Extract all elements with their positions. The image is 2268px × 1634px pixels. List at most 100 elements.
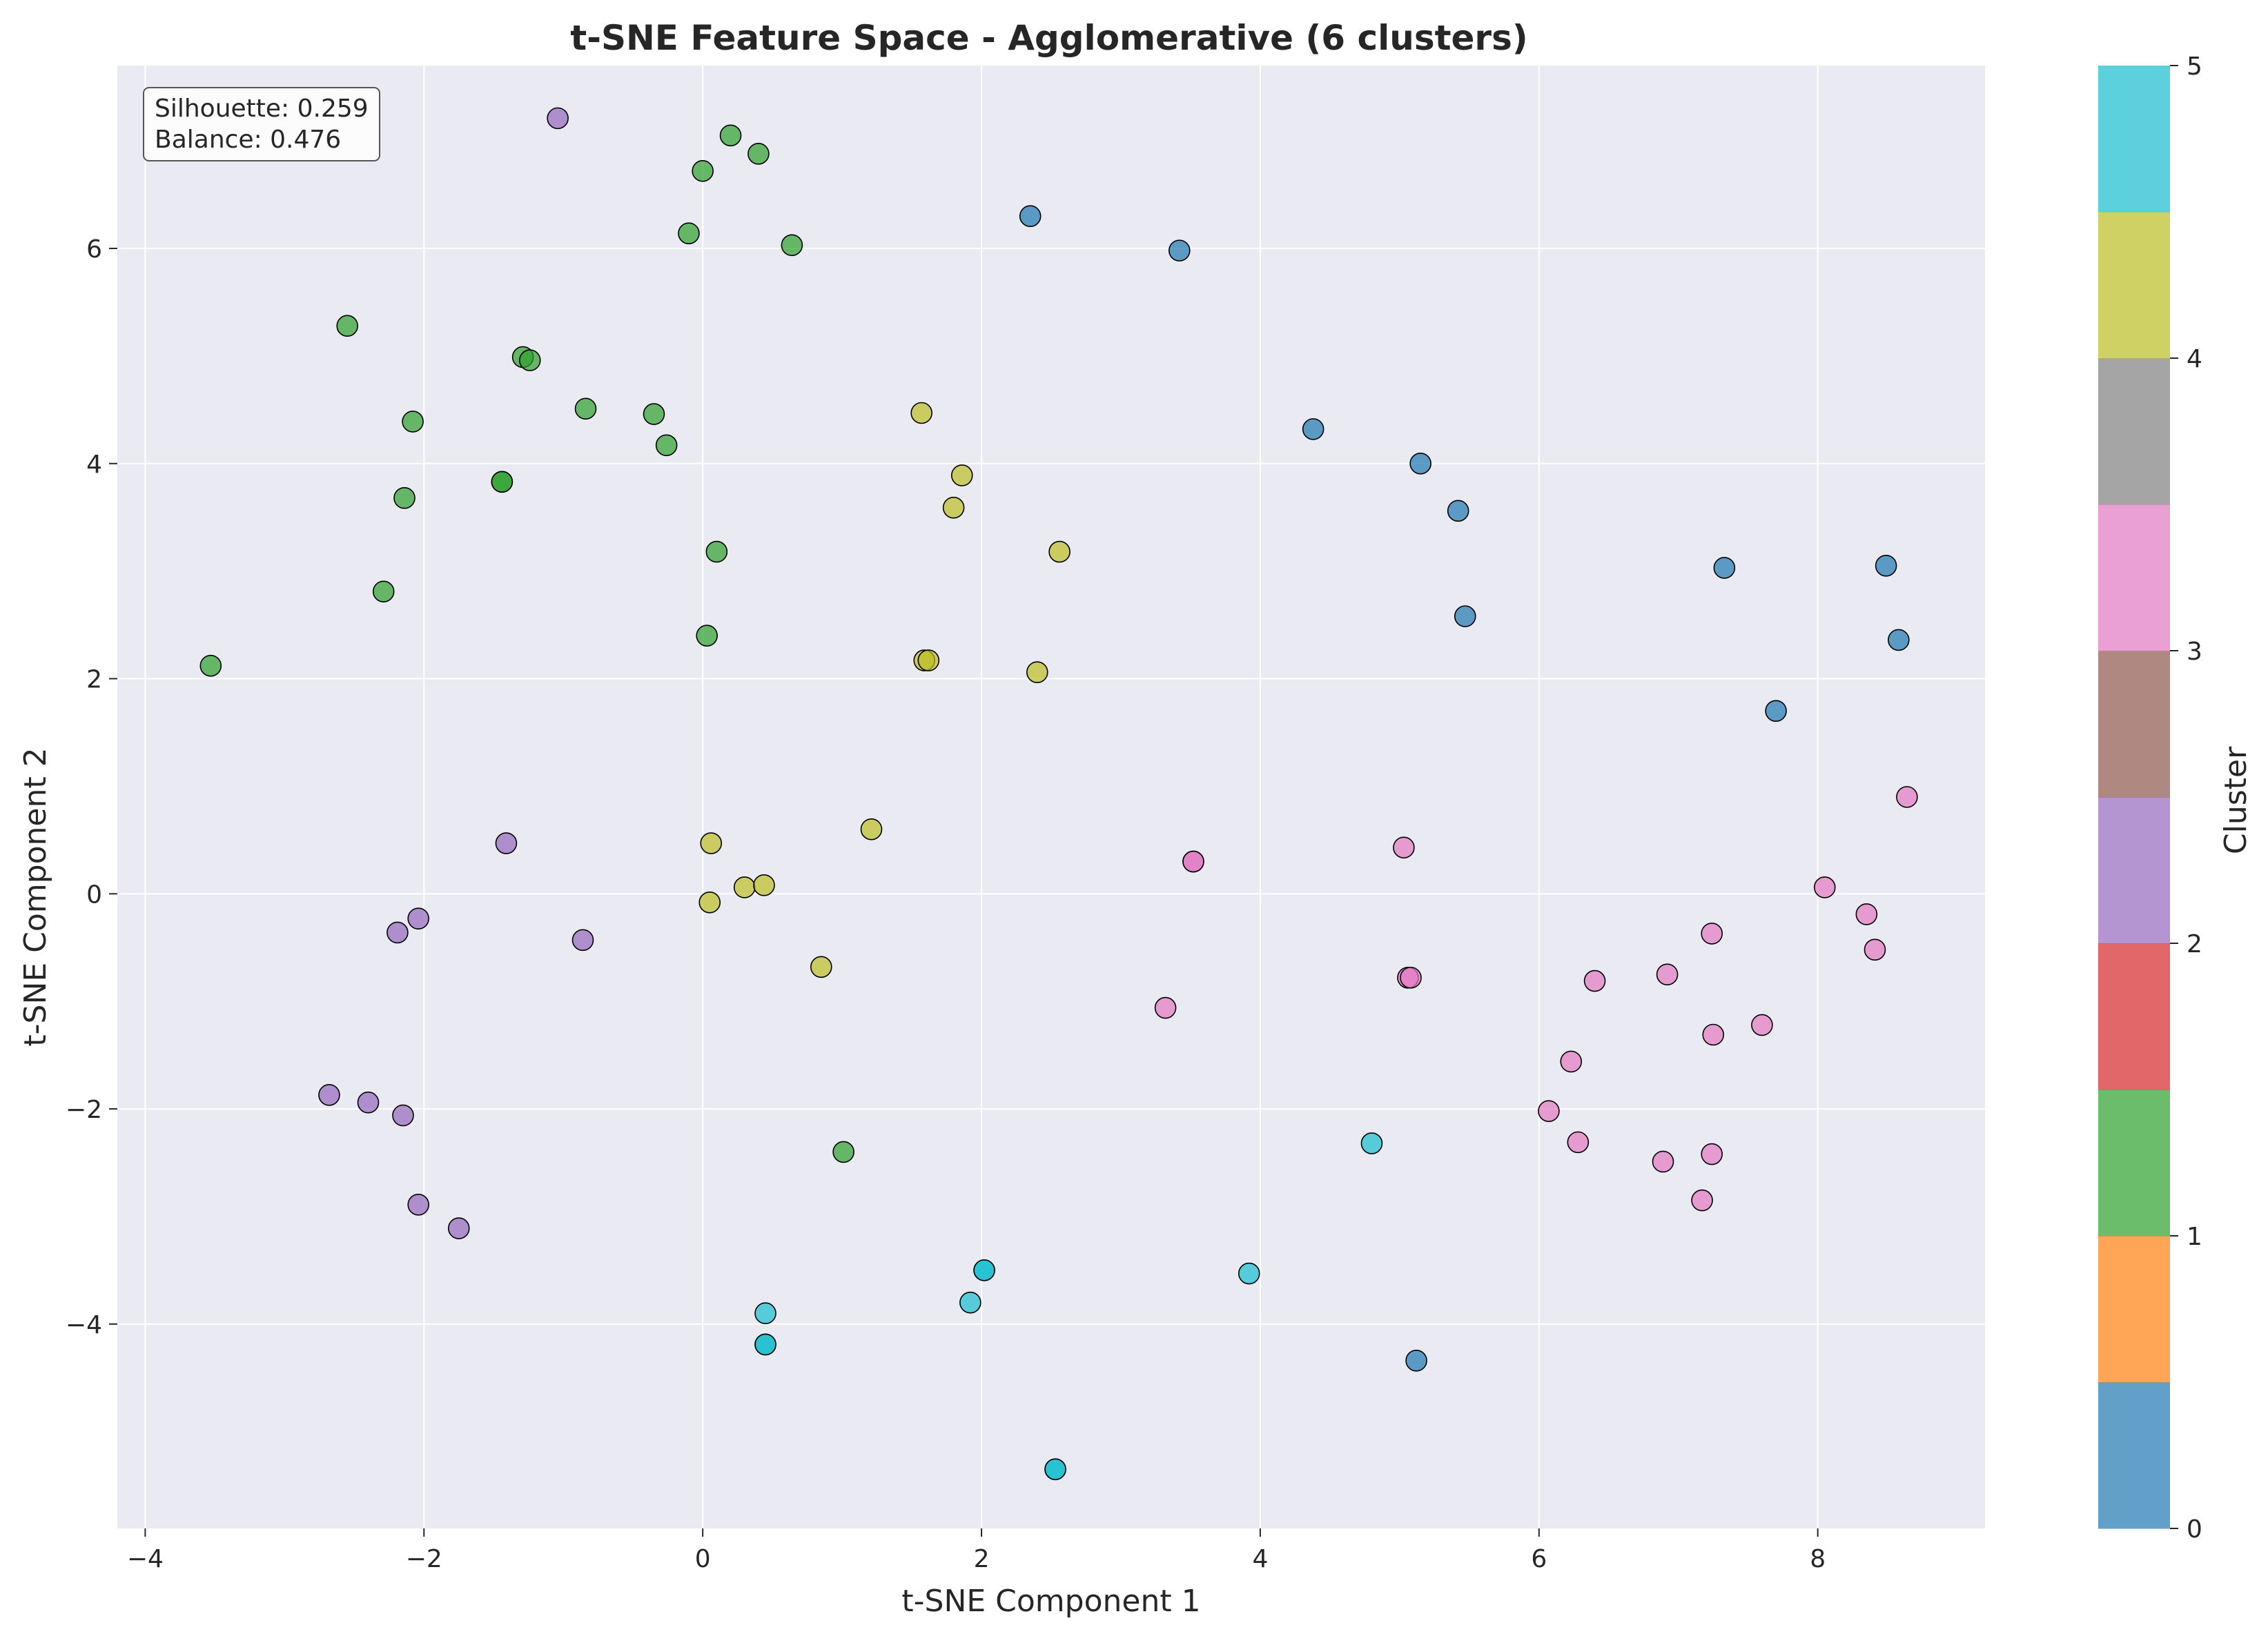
cluster-5-point	[973, 1259, 995, 1281]
x-tick-label: 4	[1252, 1545, 1268, 1573]
y-axis-ticks: −4 −2 0 2 4 6	[66, 235, 117, 1339]
cluster-4-point	[950, 464, 973, 486]
cluster-3-point	[1583, 969, 1606, 992]
y-tick-label: 0	[86, 880, 102, 909]
cluster-4-point	[753, 874, 775, 896]
cluster-2-point	[571, 929, 594, 952]
colorbar-segment	[2098, 1236, 2170, 1383]
cluster-5-point	[1238, 1262, 1260, 1285]
colorbar-tick-label: 4	[2187, 345, 2202, 373]
cluster-3-point	[1864, 938, 1886, 961]
y-tick-label: −2	[66, 1096, 102, 1124]
cluster-2-point	[495, 832, 518, 854]
colorbar-tick-label: 1	[2187, 1223, 2202, 1251]
cluster-4-point	[810, 956, 832, 978]
cluster-2-point	[392, 1104, 414, 1127]
cluster-2-point	[407, 1193, 429, 1216]
cluster-1-point	[655, 434, 678, 457]
cluster-4-point	[1026, 661, 1048, 683]
cluster-3-point	[1813, 876, 1836, 898]
cluster-4-point	[1048, 540, 1071, 563]
cluster-3-point	[1896, 786, 1918, 808]
cluster-1-point	[402, 411, 424, 433]
cluster-1-point	[696, 624, 718, 647]
chart-title: t-SNE Feature Space - Agglomerative (6 c…	[570, 18, 1527, 58]
cluster-1-point	[518, 349, 541, 371]
x-tick-label: 6	[1531, 1545, 1547, 1573]
cluster-5-point	[959, 1291, 981, 1314]
cluster-1-point	[719, 124, 742, 147]
cluster-3-point	[1652, 1150, 1674, 1173]
cluster-0-point	[1405, 1350, 1427, 1372]
cluster-1-point	[692, 159, 714, 182]
cluster-1-point	[574, 397, 597, 420]
cluster-3-point	[1702, 1023, 1725, 1046]
y-axis-label: t-SNE Component 2	[18, 747, 53, 1046]
y-tick-label: 4	[86, 451, 102, 479]
cluster-0-point	[1168, 239, 1191, 262]
cluster-3-point	[1656, 963, 1679, 986]
cluster-3-point	[1560, 1050, 1583, 1073]
cluster-3-point	[1567, 1131, 1590, 1154]
cluster-5-point	[754, 1333, 776, 1356]
cluster-2-point	[547, 107, 569, 130]
silhouette-text: Silhouette: 0.259	[155, 95, 369, 123]
colorbar-tick-label: 3	[2187, 638, 2202, 666]
x-tick-label: 0	[695, 1545, 711, 1573]
cluster-3-point	[1751, 1014, 1773, 1036]
cluster-3-point	[1691, 1189, 1713, 1212]
colorbar-segment	[2098, 1382, 2170, 1529]
cluster-1-point	[372, 580, 395, 603]
cluster-3-point	[1400, 967, 1422, 989]
colorbar-ticks: 0 1 2 3 4 5	[2170, 52, 2202, 1544]
plot-background	[117, 66, 1985, 1528]
cluster-1-point	[705, 540, 728, 563]
cluster-0-point	[1713, 557, 1736, 579]
cluster-4-point	[700, 832, 723, 854]
cluster-1-point	[393, 486, 416, 509]
cluster-3-point	[1154, 996, 1177, 1019]
colorbar-segment	[2098, 212, 2170, 359]
cluster-4-point	[733, 876, 756, 898]
cluster-0-point	[1875, 555, 1897, 577]
cluster-1-point	[832, 1141, 854, 1163]
cluster-0-point	[1019, 205, 1042, 228]
cluster-1-point	[336, 315, 359, 337]
balance-text: Balance: 0.476	[155, 126, 341, 154]
cluster-3-point	[1538, 1100, 1560, 1122]
grid-lines	[117, 66, 1985, 1528]
cluster-0-point	[1454, 605, 1476, 627]
colorbar-tick-label: 2	[2187, 930, 2202, 958]
colorbar-segment	[2098, 504, 2170, 651]
colorbar-segment	[2098, 797, 2170, 944]
cluster-3-point	[1393, 836, 1415, 859]
cluster-4-point	[910, 402, 932, 424]
cluster-1-point	[747, 143, 770, 165]
y-tick-label: 6	[86, 235, 102, 264]
cluster-2-point	[447, 1217, 470, 1239]
cluster-3-point	[1855, 903, 1878, 925]
plot-area	[117, 66, 1985, 1528]
cluster-1-point	[199, 655, 222, 677]
scatter-points	[199, 107, 1918, 1481]
cluster-0-point	[1887, 629, 1910, 651]
cluster-2-point	[407, 907, 429, 929]
colorbar-tick-label: 0	[2187, 1515, 2202, 1544]
y-tick-label: −4	[66, 1311, 102, 1339]
x-axis-ticks: −4 −2 0 2 4 6 8	[127, 1528, 1826, 1573]
x-tick-label: 2	[974, 1545, 990, 1573]
stats-annotation: Silhouette: 0.259 Balance: 0.476	[143, 87, 380, 161]
x-axis-label: t-SNE Component 1	[901, 1584, 1200, 1619]
stats-box	[143, 87, 380, 161]
cluster-0-point	[1765, 700, 1787, 722]
y-tick-label: 2	[86, 666, 102, 694]
x-tick-label: −2	[406, 1545, 442, 1573]
cluster-2-point	[318, 1083, 340, 1106]
colorbar-segment	[2098, 358, 2170, 505]
cluster-4-point	[942, 496, 965, 519]
x-tick-label: −4	[127, 1545, 164, 1573]
cluster-0-point	[1447, 500, 1469, 522]
colorbar: 0 1 2 3 4 5 Cluster	[2098, 52, 2254, 1544]
cluster-4-point	[698, 891, 721, 914]
